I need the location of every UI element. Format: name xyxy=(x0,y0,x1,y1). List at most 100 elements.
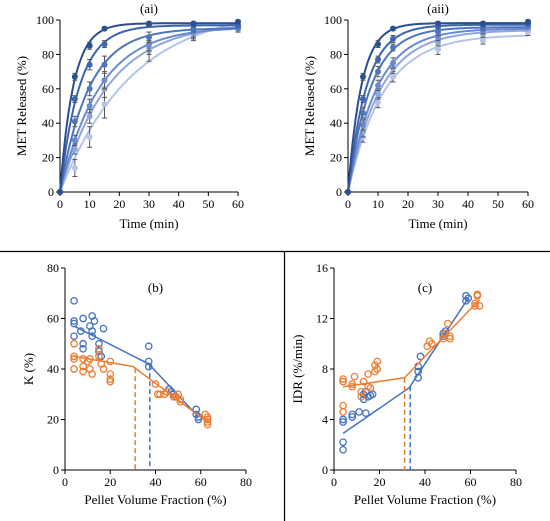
data-point xyxy=(101,77,108,84)
data-point xyxy=(443,319,452,328)
y-tick-label: 4 xyxy=(322,413,328,427)
data-point xyxy=(88,370,97,378)
y-tick-label: 12 xyxy=(316,312,328,326)
data-point xyxy=(348,382,357,391)
y-tick-label: 40 xyxy=(47,362,59,376)
data-point xyxy=(70,365,78,373)
x-tick-label: 80 xyxy=(510,475,522,489)
data-point xyxy=(71,118,78,125)
data-point xyxy=(360,109,366,116)
data-point xyxy=(144,357,153,366)
data-point xyxy=(464,294,473,303)
data-point xyxy=(57,189,63,195)
data-point xyxy=(375,90,381,97)
data-point xyxy=(86,42,93,49)
data-point xyxy=(70,352,78,361)
y-axis-label: IDR (%/min) xyxy=(290,335,305,404)
data-point xyxy=(375,56,381,63)
panel-dividers xyxy=(0,250,550,521)
data-point xyxy=(86,85,93,92)
data-point xyxy=(90,317,99,325)
data-point xyxy=(176,395,185,404)
x-axis-label: Time (min) xyxy=(408,216,467,231)
x-tick-label: 80 xyxy=(240,475,252,489)
data-point xyxy=(106,375,115,383)
data-point xyxy=(70,317,78,325)
data-point xyxy=(339,375,347,383)
data-point xyxy=(88,327,97,335)
data-point xyxy=(345,189,351,195)
y-tick-label: 100 xyxy=(324,13,342,27)
y-axis-label: K (%) xyxy=(21,353,36,385)
data-point xyxy=(79,367,87,376)
data-point xyxy=(190,20,197,27)
data-point xyxy=(99,365,108,373)
data-point xyxy=(360,96,366,103)
y-tick-label: 60 xyxy=(42,82,54,96)
chart-panel-ai: 0 10 20 30 40 50 60 0 20 40 60 80 100 (ai) Time (min) M… xyxy=(14,1,244,231)
x-tick-label: 30 xyxy=(143,197,155,211)
x-tick-label: 0 xyxy=(57,197,63,211)
y-tick-label: 8 xyxy=(322,362,328,376)
data-point xyxy=(71,73,78,80)
data-point xyxy=(86,103,93,109)
y-tick-label: 0 xyxy=(336,185,342,199)
data-point xyxy=(97,352,106,361)
data-point xyxy=(71,164,78,171)
y-tick-label: 0 xyxy=(322,463,328,477)
data-point xyxy=(194,415,203,424)
data-point xyxy=(375,99,381,106)
data-point xyxy=(151,380,160,388)
data-point xyxy=(373,365,382,373)
data-point xyxy=(88,332,97,341)
data-point xyxy=(144,342,153,351)
data-point xyxy=(79,344,87,353)
data-point xyxy=(473,290,482,299)
x-tick-label: 40 xyxy=(150,475,162,489)
x-tick-label: 40 xyxy=(173,197,185,211)
x-tick-label: 40 xyxy=(462,197,474,211)
data-point xyxy=(101,41,108,48)
data-point xyxy=(339,401,347,410)
y-tick-label: 60 xyxy=(330,82,342,96)
data-point xyxy=(192,405,201,414)
data-point xyxy=(86,133,93,140)
trend-line xyxy=(73,355,208,423)
x-tick-label: 60 xyxy=(465,475,477,489)
x-tick-label: 60 xyxy=(232,197,244,211)
x-tick-label: 20 xyxy=(113,197,125,211)
data-point xyxy=(70,339,78,348)
trend-line xyxy=(342,297,469,435)
data-point xyxy=(357,387,366,396)
data-point xyxy=(106,357,115,366)
data-point xyxy=(339,415,347,424)
y-tick-label: 80 xyxy=(330,47,342,61)
data-point xyxy=(71,137,78,144)
data-point xyxy=(203,415,212,424)
data-point xyxy=(361,409,370,418)
data-point xyxy=(156,390,164,399)
data-point xyxy=(366,384,375,392)
y-tick-label: 20 xyxy=(330,151,342,165)
data-point xyxy=(414,367,423,376)
data-point xyxy=(339,408,347,416)
y-tick-label: 40 xyxy=(42,116,54,130)
x-tick-label: 30 xyxy=(432,197,444,211)
panel-title: (ai) xyxy=(140,1,158,16)
data-point xyxy=(435,20,441,27)
data-point xyxy=(70,332,78,341)
data-point xyxy=(99,324,108,333)
y-tick-label: 0 xyxy=(53,463,59,477)
data-point xyxy=(390,60,396,66)
chart-panel-b: 0 20 40 60 80 0 20 40 60 80 (b) Pellet Volume Fract… xyxy=(21,261,252,507)
x-tick-label: 50 xyxy=(202,197,214,211)
data-point xyxy=(357,392,366,401)
data-point xyxy=(368,390,377,399)
x-tick-label: 60 xyxy=(522,197,534,211)
y-tick-label: 40 xyxy=(330,116,342,130)
data-point xyxy=(86,355,94,363)
x-tick-label: 50 xyxy=(492,197,504,211)
data-point xyxy=(350,372,359,381)
data-point xyxy=(446,334,454,343)
x-tick-label: 10 xyxy=(372,197,384,211)
